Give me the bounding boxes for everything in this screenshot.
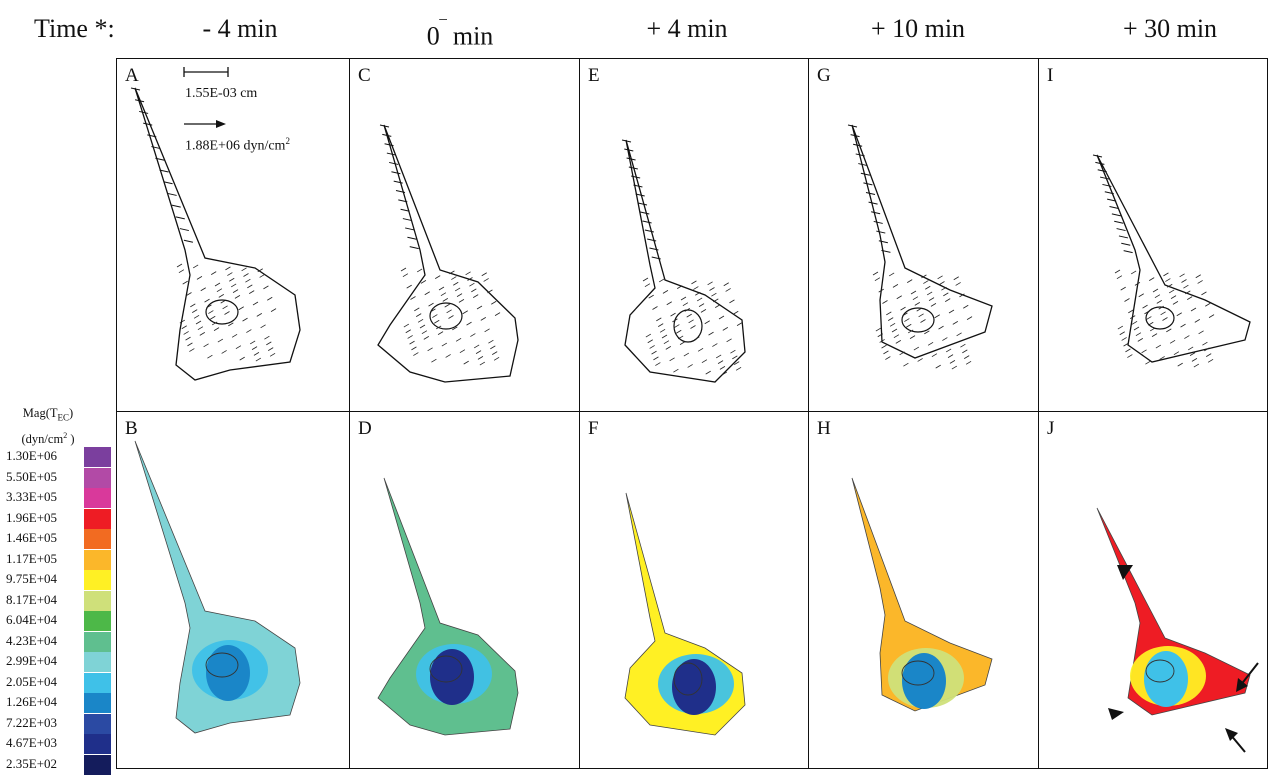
length-scale-label: 1.55E-03 cm [185,86,258,101]
panel-B: B [116,411,350,769]
legend-entry-label: 9.75E+04 [6,571,58,586]
legend-entry: 4.23E+04 [6,631,111,652]
panel-letter: C [358,65,371,86]
panel-I: I [1038,58,1268,412]
legend-entry: 6.04E+04 [6,610,111,631]
panel-letter: A [125,65,139,86]
time-label-5: + 30 min [1122,14,1218,43]
legend-title-line2: (dyn/cm2 ) [8,427,88,448]
legend-swatch [84,652,111,672]
legend-title-close: ) [69,406,74,420]
legend-swatch [84,754,111,775]
time-label-1: - 4 min [202,14,278,43]
legend-entry: 1.96E+05 [6,508,111,529]
legend-entry-label: 1.17E+05 [6,550,58,566]
panel-E: E [579,58,809,412]
time-label-4: + 10 min [870,14,966,43]
legend-entry-label: 1.26E+04 [6,694,58,709]
legend-swatch [84,713,111,734]
legend-entry: 2.35E+02 [6,754,111,775]
legend-entry-label: 5.50E+05 [6,468,58,484]
legend-entry: 9.75E+04 [6,569,111,590]
legend-swatch [84,467,111,488]
panel-letter: E [588,65,600,86]
legend-entry-label: 1.46E+05 [6,530,58,545]
legend-entry-label: 4.67E+03 [6,735,58,750]
legend-unit-close: ) [67,431,75,446]
legend-entry: 3.33E+05 [6,487,111,508]
legend-entry: 8.17E+04 [6,590,111,611]
legend-entry-label: 4.23E+04 [6,632,58,648]
legend-entry: 7.22E+03 [6,713,111,734]
legend-title: Mag(TEC) (dyn/cm2 ) [8,404,88,448]
legend-entry: 1.30E+06 [6,446,111,467]
force-scale-value: 1.88E+06 dyn/cm [185,138,286,154]
legend-swatch [84,508,111,529]
time-label-3: + 4 min [646,14,728,43]
legend-swatch [84,734,111,754]
legend-swatch [84,611,111,631]
legend-swatch [84,672,111,693]
legend-entry-label: 1.96E+05 [6,509,58,525]
legend-entry-label: 7.22E+03 [6,714,58,730]
legend-title-text: Mag(T [22,406,58,420]
panel-A: A [116,58,350,412]
legend-entry: 2.99E+04 [6,651,111,672]
legend-swatch [84,549,111,570]
legend-swatch [84,529,111,549]
panel-J: J [1038,411,1268,769]
time-label-2-unit: min [452,21,494,51]
panel-F: F [579,411,809,769]
legend-title-line1: Mag(TEC) [8,404,88,427]
panel-letter: G [817,65,831,86]
time-row-label: Time *: [34,14,115,43]
legend-swatch [84,631,111,652]
panel-letter: I [1047,65,1054,86]
panel-H: H [808,411,1039,769]
legend-swatch [84,570,111,590]
legend-entry: 1.17E+05 [6,549,111,570]
panel-letter: H [817,418,831,439]
legend-title-sub: EC [57,412,70,423]
legend-entry-label: 8.17E+04 [6,591,58,607]
legend-unit-sup: 2 [63,430,68,440]
legend-swatch [84,447,111,467]
panel-letter: J [1047,418,1055,439]
time-label-2-value: 0 [426,21,440,51]
time-label-2: 0‾ min [426,18,494,51]
legend-entry: 2.05E+04 [6,672,111,693]
legend-entry: 1.46E+05 [6,528,111,549]
force-scale-label: 1.88E+06 dyn/cm2 [185,136,290,155]
legend-unit-text: (dyn/cm [21,431,64,446]
legend-entry-label: 6.04E+04 [6,612,58,627]
legend-swatch [84,488,111,508]
panel-letter: B [125,418,138,439]
legend-entry-label: 2.05E+04 [6,673,58,689]
legend-entry: 5.50E+05 [6,467,111,488]
panel-C: C [349,58,580,412]
panel-letter: D [358,418,372,439]
force-scale-sup: 2 [285,136,290,146]
legend-swatch [84,693,111,713]
legend-entry: 4.67E+03 [6,733,111,754]
panel-letter: F [588,418,599,439]
legend-swatch [84,590,111,611]
panel-G: G [808,58,1039,412]
legend-entry-label: 3.33E+05 [6,489,58,504]
legend-entry: 1.26E+04 [6,692,111,713]
legend-entry-label: 2.35E+02 [6,755,58,771]
panel-D: D [349,411,580,769]
legend-entry-label: 1.30E+06 [6,448,58,463]
legend-entry-label: 2.99E+04 [6,653,58,668]
